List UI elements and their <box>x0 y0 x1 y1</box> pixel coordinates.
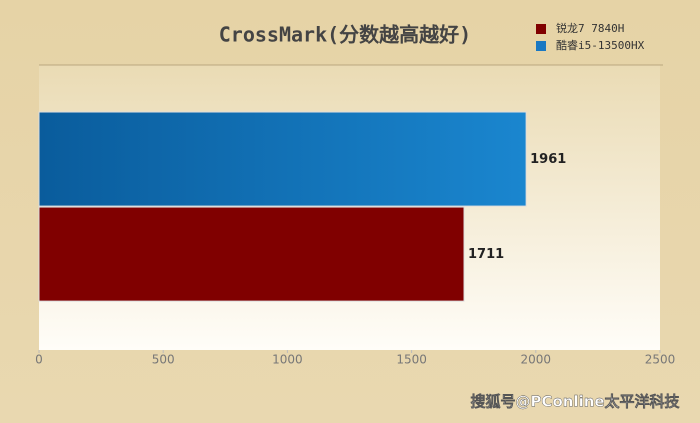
x-tick-label: 1000 <box>272 353 303 367</box>
x-tick-label: 2000 <box>521 353 552 367</box>
x-tick-label: 2500 <box>645 353 676 367</box>
legend-label: 酷睿i5-13500HX <box>556 38 645 52</box>
x-tick-label: 500 <box>152 353 175 367</box>
bar <box>38 111 527 207</box>
data-label: 1961 <box>530 152 566 167</box>
data-label: 1711 <box>468 247 504 262</box>
legend-swatch <box>536 24 546 34</box>
legend-label: 锐龙7 7840H <box>556 21 624 35</box>
x-tick-label: 1500 <box>396 353 427 367</box>
bar <box>38 206 465 302</box>
watermark: 搜狐号@PConline太平洋科技 <box>470 393 680 411</box>
x-tick-label: 0 <box>35 353 43 367</box>
legend-swatch <box>536 41 546 51</box>
chart-title: CrossMark(分数越高越好) <box>219 23 471 47</box>
